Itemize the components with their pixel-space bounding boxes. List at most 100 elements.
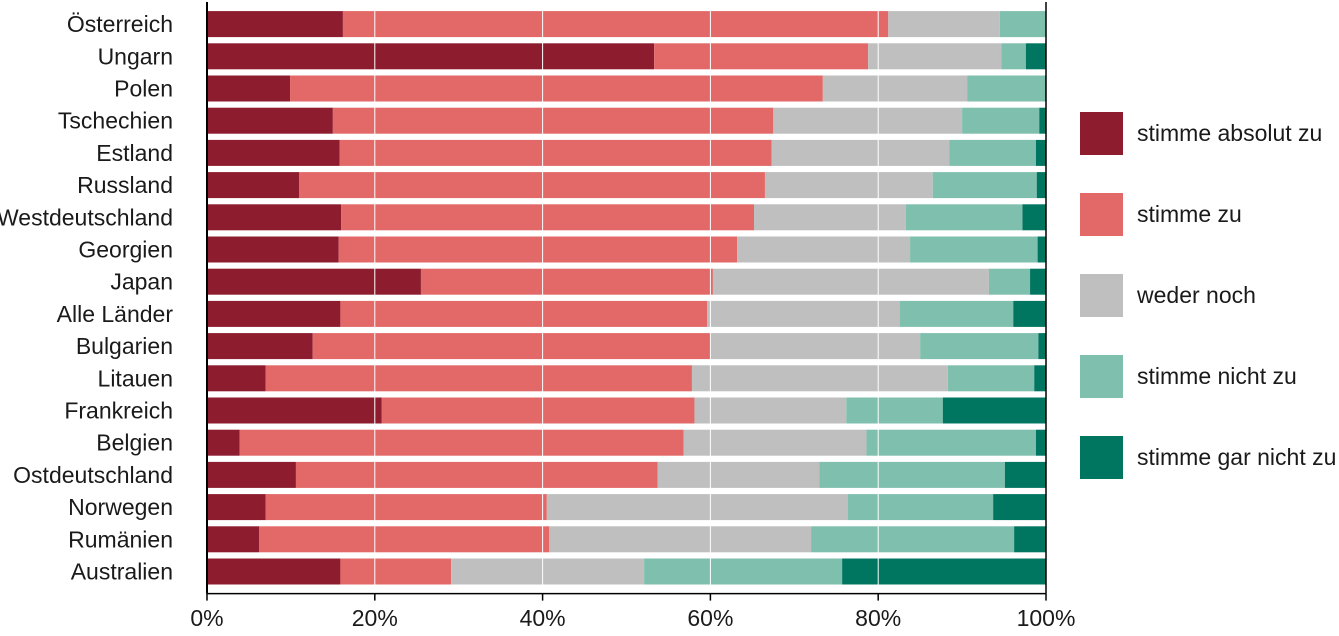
bar-segment-8-3 — [988, 268, 1031, 295]
category-labels: Österreich Ungarn Polen Tschechien Estland Ru… — [0, 11, 173, 584]
bar-segment-13-2 — [683, 429, 867, 456]
bar-segment-2-1 — [290, 75, 823, 102]
bar-segment-8-4 — [1030, 268, 1046, 295]
bar-segment-6-1 — [341, 204, 755, 231]
bar-segment-16-3 — [811, 526, 1015, 553]
bars-layer — [207, 11, 1046, 585]
bar-segment-1-0 — [207, 43, 655, 70]
bar-segment-14-4 — [1004, 461, 1046, 488]
bar-segment-5-2 — [764, 172, 933, 199]
x-tick-label: 0% — [190, 605, 223, 631]
category-label: Japan — [110, 269, 173, 295]
category-label: Belgien — [96, 430, 173, 456]
bar-segment-12-0 — [207, 397, 382, 424]
bar-segment-11-2 — [691, 365, 948, 392]
bar-segment-7-0 — [207, 236, 339, 263]
bar-segment-2-3 — [967, 75, 1046, 102]
legend-swatch — [1080, 355, 1123, 398]
x-tick-label: 80% — [855, 605, 901, 631]
bar-segment-5-4 — [1036, 172, 1046, 199]
bar-segment-1-1 — [654, 43, 869, 70]
bar-segment-3-3 — [962, 107, 1040, 134]
x-tick-label: 60% — [687, 605, 733, 631]
bar-segment-14-0 — [207, 461, 296, 488]
bar-segment-1-3 — [1001, 43, 1026, 70]
legend-label: stimme absolut zu — [1137, 120, 1322, 146]
category-label: Ostdeutschland — [13, 462, 173, 488]
bar-segment-12-1 — [381, 397, 695, 424]
category-label: Russland — [77, 172, 173, 198]
bar-segment-11-3 — [947, 365, 1035, 392]
category-label: Polen — [114, 76, 173, 102]
bar-segment-5-1 — [299, 172, 765, 199]
bar-segment-15-1 — [265, 494, 547, 521]
bar-segment-4-3 — [949, 139, 1036, 166]
bar-segment-4-2 — [771, 139, 950, 166]
bar-segment-9-3 — [900, 300, 1014, 327]
grid-layer — [374, 8, 879, 594]
bar-segment-13-0 — [207, 429, 240, 456]
legend-swatch — [1080, 112, 1123, 155]
bar-segment-3-1 — [332, 107, 774, 134]
legend-swatch — [1080, 274, 1123, 317]
bar-segment-9-4 — [1013, 300, 1046, 327]
bar-segment-2-2 — [822, 75, 968, 102]
legend-swatch — [1080, 193, 1123, 236]
bar-segment-8-1 — [420, 268, 713, 295]
category-label: Tschechien — [58, 108, 173, 134]
bar-segment-12-3 — [846, 397, 943, 424]
bar-segment-16-4 — [1014, 526, 1046, 553]
bar-segment-4-1 — [339, 139, 772, 166]
legend-label: stimme gar nicht zu — [1137, 444, 1336, 470]
bar-segment-16-1 — [259, 526, 550, 553]
bar-segment-6-2 — [754, 204, 906, 231]
bar-segment-3-0 — [207, 107, 333, 134]
bar-segment-7-1 — [338, 236, 738, 263]
bar-segment-4-4 — [1035, 139, 1046, 166]
x-tick-label: 40% — [520, 605, 566, 631]
category-label: Österreich — [67, 11, 173, 37]
bar-segment-2-0 — [207, 75, 291, 102]
category-label: Estland — [96, 140, 173, 166]
bar-segment-3-2 — [773, 107, 963, 134]
category-label: Frankreich — [64, 398, 173, 424]
bar-segment-6-0 — [207, 204, 342, 231]
bar-segment-14-3 — [819, 461, 1005, 488]
bar-segment-15-4 — [993, 494, 1046, 521]
bar-segment-13-1 — [239, 429, 684, 456]
bar-segment-7-3 — [910, 236, 1038, 263]
bar-segment-16-0 — [207, 526, 260, 553]
bar-segment-13-4 — [1035, 429, 1046, 456]
bar-segment-0-0 — [207, 11, 343, 38]
bar-segment-1-2 — [868, 43, 1002, 70]
legend-label: stimme nicht zu — [1137, 363, 1297, 389]
bar-segment-14-1 — [295, 461, 658, 488]
bar-segment-9-1 — [340, 300, 708, 327]
bar-segment-17-2 — [451, 558, 645, 585]
bar-segment-10-4 — [1038, 333, 1046, 360]
x-tick-label: 20% — [352, 605, 398, 631]
category-label: Westdeutschland — [0, 204, 173, 230]
category-label: Alle Länder — [57, 301, 174, 327]
bar-segment-10-2 — [710, 333, 921, 360]
bar-segment-4-0 — [207, 139, 340, 166]
bar-segment-10-0 — [207, 333, 313, 360]
bar-segment-3-4 — [1039, 107, 1046, 134]
legend: stimme absolut zu stimme zu weder noch stim… — [1080, 112, 1336, 479]
bar-segment-8-0 — [207, 268, 421, 295]
bar-segment-15-3 — [848, 494, 994, 521]
bar-segment-12-2 — [694, 397, 847, 424]
legend-label: weder noch — [1136, 282, 1256, 308]
bar-segment-13-3 — [866, 429, 1036, 456]
x-tick-label: 100% — [1017, 605, 1076, 631]
category-label: Rumänien — [68, 526, 173, 552]
bar-segment-1-4 — [1025, 43, 1046, 70]
axis-layer: 0% 20% 40% 60% 80% 100% — [190, 2, 1075, 631]
bar-segment-0-1 — [342, 11, 889, 38]
bar-segment-11-1 — [265, 365, 692, 392]
bar-segment-0-2 — [888, 11, 1000, 38]
bar-segment-15-0 — [207, 494, 266, 521]
category-label: Litauen — [98, 365, 173, 391]
bar-segment-5-0 — [207, 172, 300, 199]
